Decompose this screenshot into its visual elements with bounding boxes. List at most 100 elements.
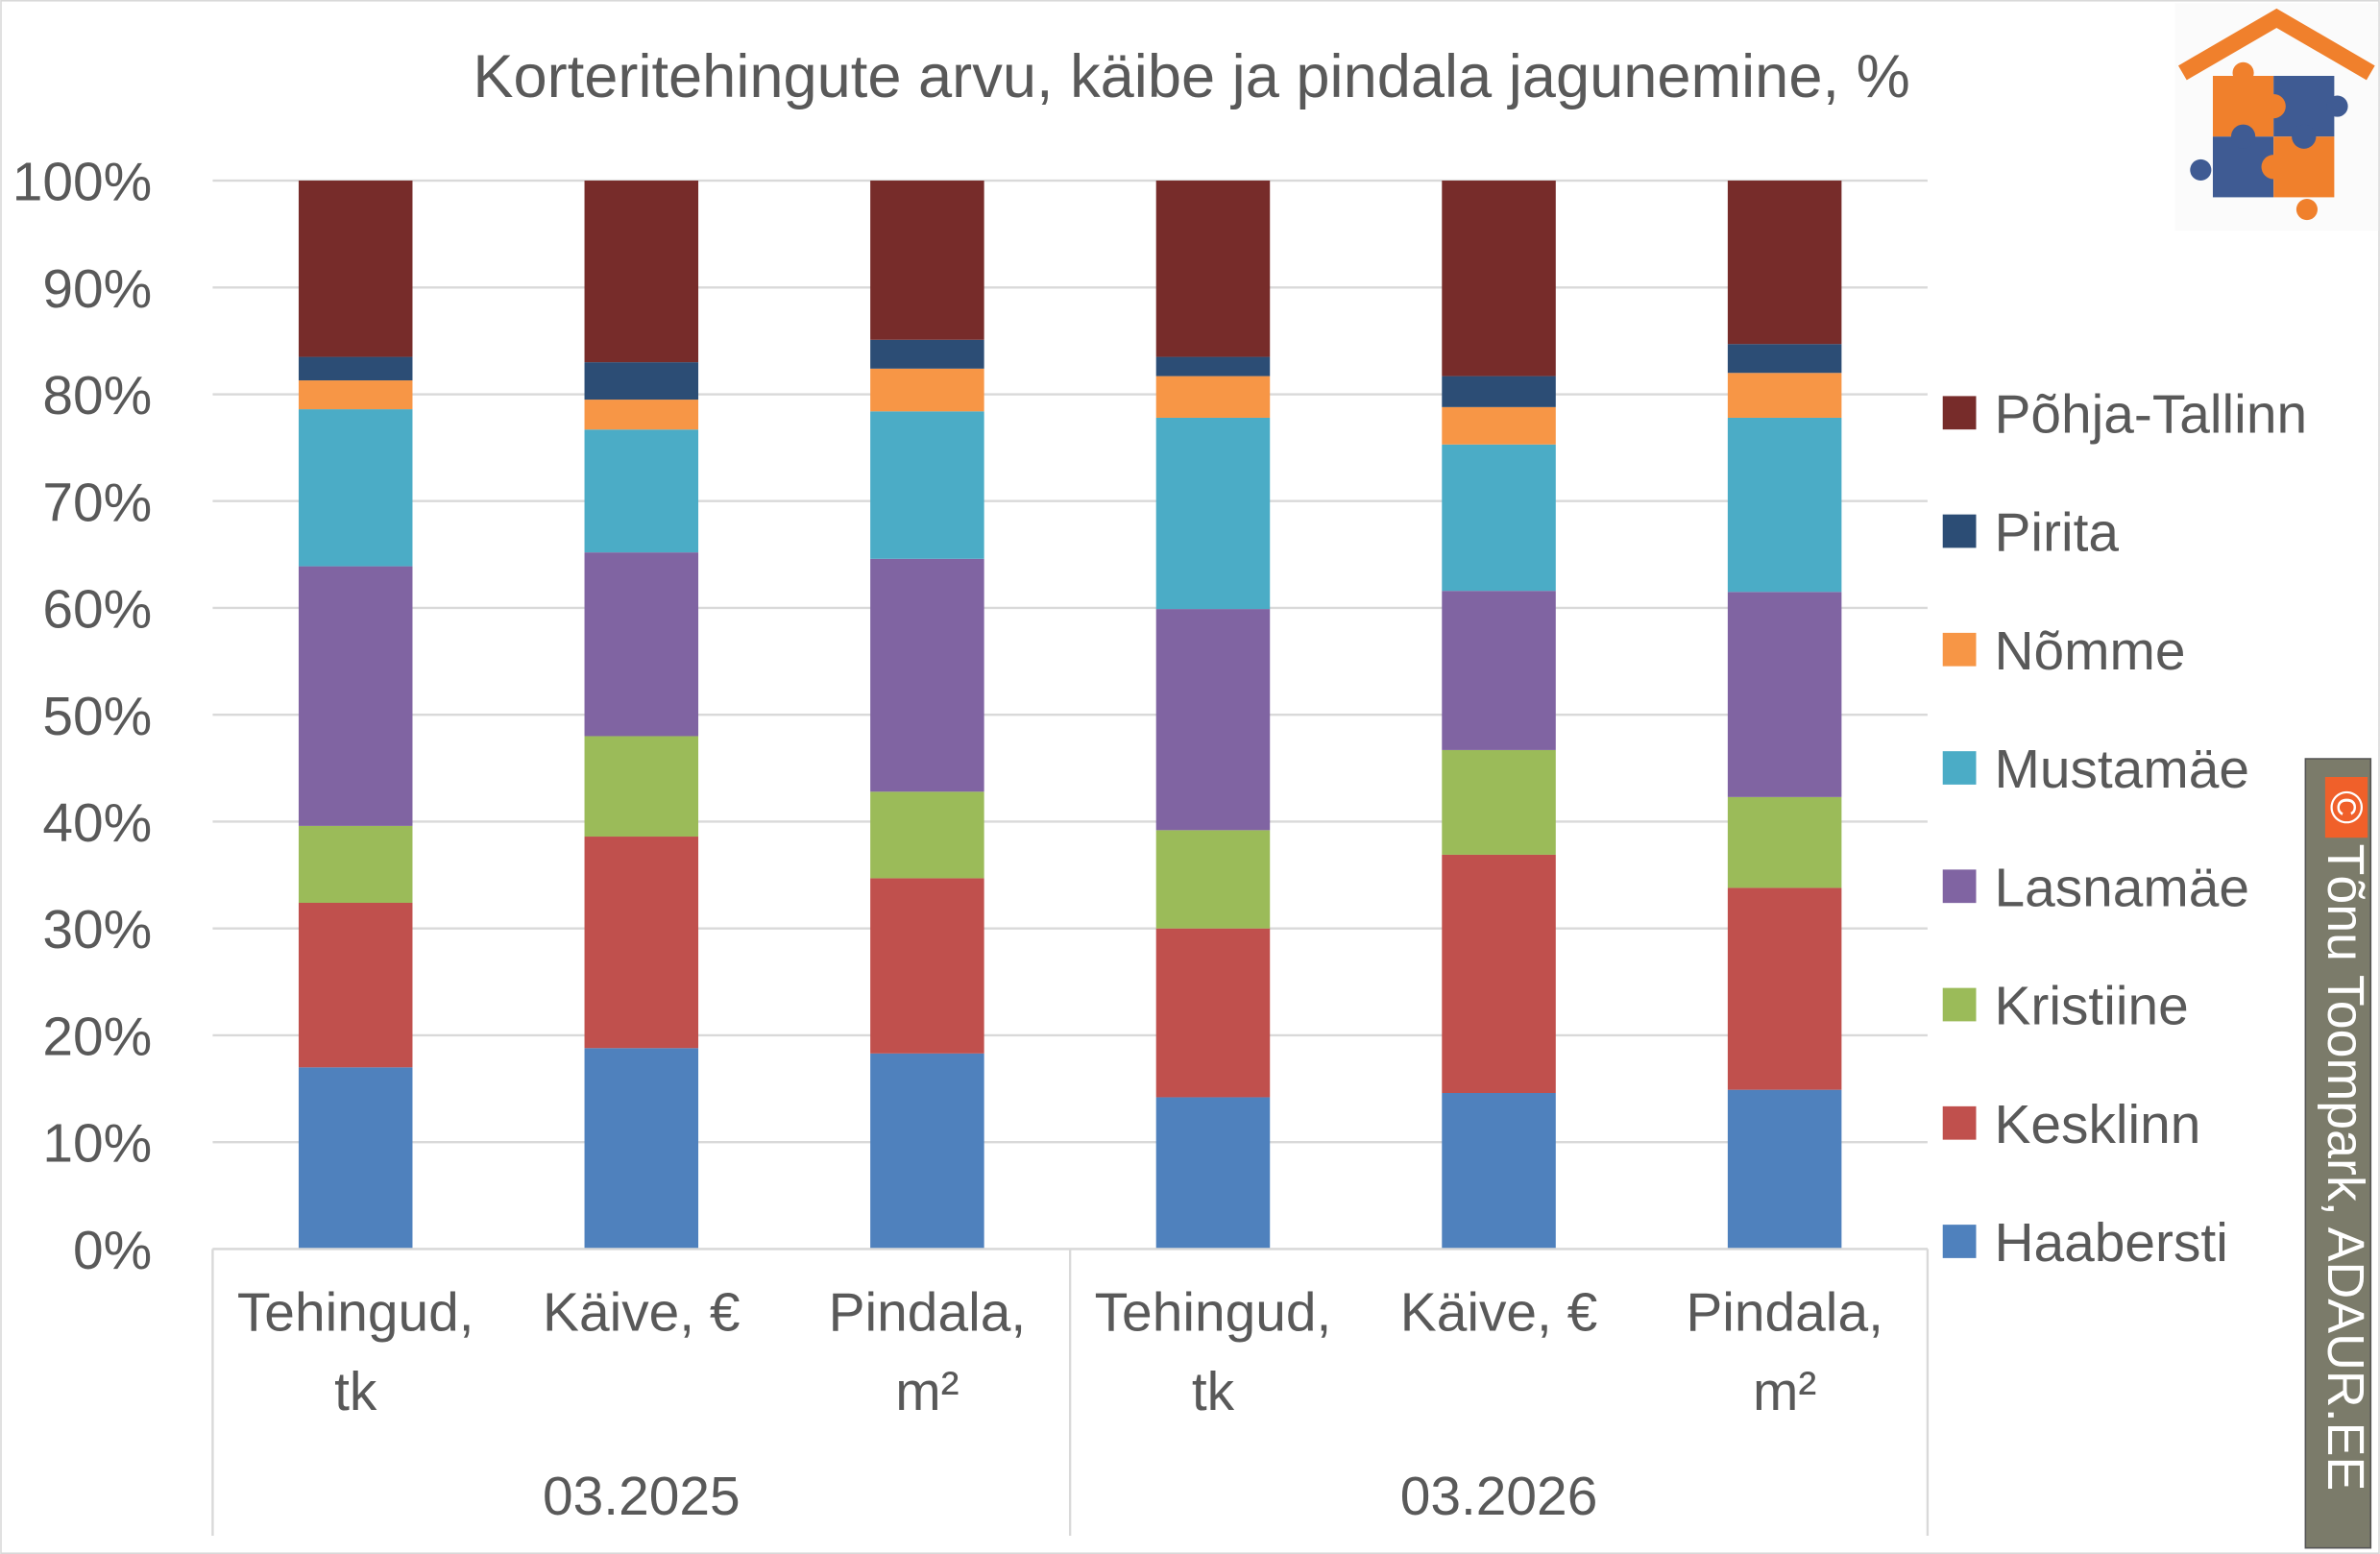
bar-segment-kristiine xyxy=(1727,796,1842,888)
legend-label: Põhja-Tallinn xyxy=(1994,384,2307,445)
bar-segment-pirita xyxy=(1442,376,1556,407)
bar-segment-põhja-tallinn xyxy=(870,181,984,340)
x-category-label: Käive, € xyxy=(1400,1283,1598,1344)
x-group-label: 03.2026 xyxy=(1400,1467,1598,1527)
y-tick-label: 60% xyxy=(42,580,152,641)
y-tick-label: 30% xyxy=(42,900,152,960)
bar-segment-põhja-tallinn xyxy=(298,181,413,357)
bar-segment-kristiine xyxy=(584,736,699,838)
bar-segment-lasnamäe xyxy=(870,558,984,792)
bar-segment-mustamäe xyxy=(584,429,699,553)
bar-segment-kristiine xyxy=(870,791,984,879)
bar-segment-kesklinn xyxy=(1155,928,1271,1098)
chart-title: Korteritehingute arvu, käibe ja pindala … xyxy=(473,43,1909,110)
legend-swatch-nõmme xyxy=(1942,632,1977,667)
legend-label: Pirita xyxy=(1994,503,2119,564)
bar-segment-nõmme xyxy=(1155,376,1271,418)
legend-swatch-haabersti xyxy=(1942,1225,1977,1258)
y-tick-label: 70% xyxy=(42,473,152,533)
bar-segment-haabersti xyxy=(298,1067,413,1250)
bar-segment-pirita xyxy=(1727,344,1842,374)
bar-segment-kristiine xyxy=(298,825,413,903)
bar-segment-haabersti xyxy=(584,1048,699,1250)
bar-segment-nõmme xyxy=(870,368,984,412)
legend: Põhja-Tallinn Pirita Nõmme Mustamäe Lasnamäe… xyxy=(1942,384,2307,1274)
y-tick-label: 90% xyxy=(42,259,152,320)
bar-segment-põhja-tallinn xyxy=(1155,181,1271,357)
y-axis-ticks: 0% 10% 20% 30% 40% 50% 60% 70% 80% 90% 100% xyxy=(12,153,152,1281)
x-category-label: Tehingud, xyxy=(237,1283,474,1344)
legend-label: Nõmme xyxy=(1994,621,2185,682)
legend-swatch-mustamäe xyxy=(1942,751,1977,785)
x-axis: Tehingud, tk Käive, € Pindala, m² Tehingud, tk… xyxy=(211,1248,1930,1537)
copyright-symbol: © xyxy=(2320,790,2371,824)
bar-segment-kesklinn xyxy=(870,878,984,1054)
legend-swatch-lasnamäe xyxy=(1942,869,1977,904)
bar-segment-lasnamäe xyxy=(584,552,699,737)
bar-segment-lasnamäe xyxy=(298,566,413,826)
y-tick-label: 20% xyxy=(42,1007,152,1067)
y-tick-label: 0% xyxy=(73,1221,152,1281)
bar-segment-põhja-tallinn xyxy=(1727,181,1842,345)
y-tick-label: 100% xyxy=(12,153,152,213)
bar-segment-lasnamäe xyxy=(1442,591,1556,750)
legend-swatch-põhja-tallinn xyxy=(1942,396,1977,430)
x-category-label: m² xyxy=(895,1362,959,1422)
bar-segment-haabersti xyxy=(1727,1089,1842,1250)
bar-segment-kesklinn xyxy=(584,837,699,1049)
bar-segment-haabersti xyxy=(870,1053,984,1250)
y-tick-label: 80% xyxy=(42,366,152,426)
legend-label: Mustamäe xyxy=(1994,740,2249,800)
bar-segment-nõmme xyxy=(298,380,413,410)
bar-segment-põhja-tallinn xyxy=(584,181,699,363)
bar-segment-nõmme xyxy=(584,400,699,430)
bar-segment-mustamäe xyxy=(1442,444,1556,592)
legend-label: Kesklinn xyxy=(1994,1095,2200,1155)
bar-segment-kristiine xyxy=(1442,749,1556,855)
watermark-text: Tõnu Toompark, ADAUR.EE xyxy=(2317,844,2374,1492)
x-category-label: tk xyxy=(1192,1362,1235,1422)
bar-segment-pirita xyxy=(298,356,413,381)
legend-swatch-pirita xyxy=(1942,514,1977,548)
x-category-label: Pindala, xyxy=(829,1283,1027,1344)
x-category-label: Käive, € xyxy=(543,1283,741,1344)
bar-segment-kristiine xyxy=(1155,830,1271,929)
bar-segment-pirita xyxy=(1155,356,1271,376)
bar-segment-nõmme xyxy=(1442,406,1556,445)
house-roof-icon xyxy=(2178,8,2375,81)
bar-segment-pirita xyxy=(870,339,984,369)
bar-segment-mustamäe xyxy=(870,411,984,559)
x-group-label: 03.2025 xyxy=(543,1467,741,1527)
legend-label: Haabersti xyxy=(1994,1213,2227,1274)
bar-segment-lasnamäe xyxy=(1727,592,1842,797)
y-tick-label: 50% xyxy=(42,687,152,747)
bar-segment-kesklinn xyxy=(1442,854,1556,1093)
y-tick-label: 10% xyxy=(42,1114,152,1175)
bar-segment-põhja-tallinn xyxy=(1442,181,1556,376)
copyright-icon xyxy=(2324,777,2368,838)
logo xyxy=(2174,3,2379,231)
bar-segment-haabersti xyxy=(1442,1092,1556,1250)
bars xyxy=(298,181,1842,1250)
bar-segment-pirita xyxy=(584,362,699,401)
legend-swatch-kesklinn xyxy=(1942,1105,1977,1140)
watermark-background xyxy=(2304,758,2372,1549)
legend-label: Kristiine xyxy=(1994,977,2188,1037)
x-category-label: m² xyxy=(1753,1362,1816,1422)
watermark: © Tõnu Toompark, ADAUR.EE xyxy=(2304,758,2374,1549)
y-tick-label: 40% xyxy=(42,793,152,854)
legend-label: Lasnamäe xyxy=(1994,858,2249,918)
bar-segment-kesklinn xyxy=(298,902,413,1068)
bar-segment-lasnamäe xyxy=(1155,609,1271,831)
bar-segment-mustamäe xyxy=(1727,417,1842,593)
bar-segment-haabersti xyxy=(1155,1097,1271,1250)
bar-segment-kesklinn xyxy=(1727,887,1842,1090)
x-category-label: Pindala, xyxy=(1686,1283,1883,1344)
x-category-label: Tehingud, xyxy=(1095,1283,1332,1344)
bar-segment-mustamäe xyxy=(1155,417,1271,610)
legend-swatch-kristiine xyxy=(1942,987,1977,1022)
bar-segment-nõmme xyxy=(1727,373,1842,418)
x-category-label: tk xyxy=(334,1362,377,1422)
bar-segment-mustamäe xyxy=(298,409,413,567)
